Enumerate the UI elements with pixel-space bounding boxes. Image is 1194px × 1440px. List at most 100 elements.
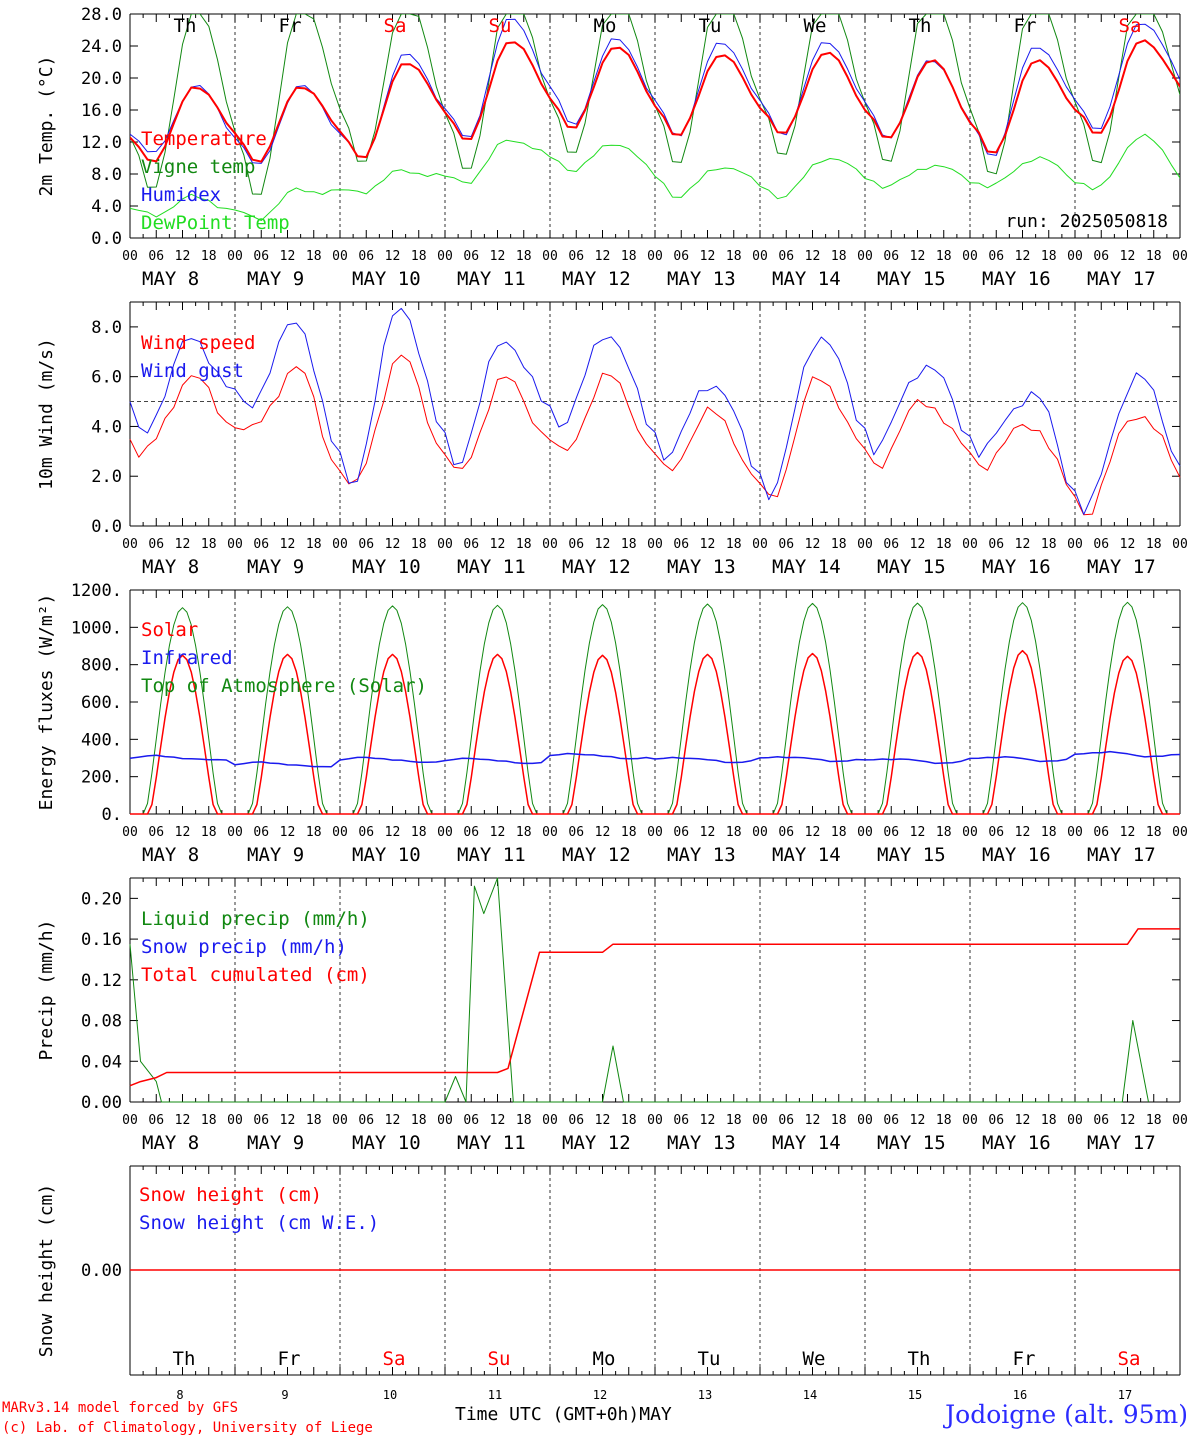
date-label: MAY 8 <box>142 1132 199 1154</box>
y-tick-label: 400. <box>81 730 122 750</box>
legend-liquid-precip-mm-h-: Liquid precip (mm/h) <box>141 908 370 930</box>
legend-dewpoint-temp: DewPoint Temp <box>141 212 290 234</box>
hour-tick-label: 12 <box>1120 537 1136 552</box>
date-label: MAY 13 <box>667 268 736 290</box>
hour-tick-label: 06 <box>358 825 374 840</box>
y-tick-label: 20.0 <box>81 69 122 89</box>
hour-tick-label: 00 <box>1172 537 1188 552</box>
weekday-label: We <box>804 15 827 37</box>
hour-tick-label: 18 <box>306 249 322 264</box>
hour-tick-label: 18 <box>831 537 847 552</box>
hour-tick-label: 12 <box>1120 249 1136 264</box>
hour-tick-label: 18 <box>621 825 637 840</box>
hour-tick-label: 06 <box>673 825 689 840</box>
date-label: MAY 10 <box>352 1132 421 1154</box>
date-label: MAY 11 <box>457 844 526 866</box>
hour-tick-label: 12 <box>490 825 506 840</box>
hour-tick-label: 12 <box>910 825 926 840</box>
hour-tick-label: 06 <box>148 249 164 264</box>
weekday-label: Fr <box>279 15 302 37</box>
hour-tick-label: 18 <box>936 249 952 264</box>
legend-top-of-atmosphere-solar-: Top of Atmosphere (Solar) <box>141 675 427 697</box>
hour-tick-label: 18 <box>1146 249 1162 264</box>
hour-tick-label: 00 <box>332 1113 348 1128</box>
hour-tick-label: 18 <box>411 249 427 264</box>
legend-snow-height-cm-: Snow height (cm) <box>139 1184 322 1206</box>
hour-tick-label: 00 <box>332 537 348 552</box>
hour-tick-label: 18 <box>936 537 952 552</box>
hour-tick-label: 00 <box>1172 825 1188 840</box>
hour-tick-label: 12 <box>1120 825 1136 840</box>
hour-tick-label: 12 <box>910 249 926 264</box>
weekday-label: Fr <box>1013 1348 1036 1370</box>
hour-tick-label: 06 <box>778 537 794 552</box>
hour-tick-label: 06 <box>988 1113 1004 1128</box>
date-label: MAY 13 <box>667 556 736 578</box>
date-label: MAY 14 <box>772 1132 841 1154</box>
series-infrared <box>129 750 1181 768</box>
series-solar <box>130 649 1180 815</box>
day-number-label: 8 <box>176 1388 183 1400</box>
day-number-label: 17 <box>1118 1388 1132 1400</box>
hour-tick-label: 12 <box>280 1113 296 1128</box>
date-label: MAY 16 <box>982 268 1051 290</box>
hour-tick-label: 12 <box>280 825 296 840</box>
hour-tick-label: 00 <box>857 825 873 840</box>
date-label: MAY 14 <box>772 844 841 866</box>
hour-tick-label: 12 <box>1015 1113 1031 1128</box>
hour-tick-label: 18 <box>1041 537 1057 552</box>
hour-tick-label: 06 <box>253 1113 269 1128</box>
y-axis-label: Energy fluxes (W/m²) <box>36 594 57 811</box>
weekday-label: Th <box>173 1348 196 1370</box>
day-number-label: 15 <box>908 1388 922 1400</box>
hour-tick-label: 18 <box>411 1113 427 1128</box>
hour-tick-label: 18 <box>621 249 637 264</box>
date-label: MAY 10 <box>352 268 421 290</box>
series-liquid-precip <box>129 877 1149 1103</box>
y-tick-label: 4.0 <box>91 417 122 437</box>
weekday-label: Sa <box>384 15 407 37</box>
hour-tick-label: 00 <box>542 825 558 840</box>
y-tick-label: 1000. <box>71 618 122 638</box>
date-label: MAY 10 <box>352 556 421 578</box>
date-label: MAY 11 <box>457 268 526 290</box>
hour-tick-label: 00 <box>1067 825 1083 840</box>
date-label: MAY 17 <box>1087 268 1156 290</box>
hour-tick-label: 00 <box>962 1113 978 1128</box>
date-label: MAY 15 <box>877 268 946 290</box>
day-number-label: 13 <box>698 1388 712 1400</box>
legend-wind-speed: Wind speed <box>141 332 255 354</box>
hour-tick-label: 18 <box>831 1113 847 1128</box>
hour-tick-label: 18 <box>201 825 217 840</box>
weekday-label: Mo <box>594 15 617 37</box>
hour-tick-label: 12 <box>595 537 611 552</box>
hour-tick-label: 06 <box>883 825 899 840</box>
hour-tick-label: 00 <box>122 825 138 840</box>
hour-tick-label: 00 <box>437 537 453 552</box>
y-tick-label: 24.0 <box>81 37 122 57</box>
legend-infrared: Infrared <box>141 647 233 669</box>
weekday-label: We <box>803 1348 826 1370</box>
weekday-label: Tu <box>698 1348 721 1370</box>
weekday-label: Sa <box>383 1348 406 1370</box>
date-label: MAY 15 <box>877 556 946 578</box>
hour-tick-label: 18 <box>1146 825 1162 840</box>
hour-tick-label: 00 <box>1172 249 1188 264</box>
hour-tick-label: 06 <box>463 825 479 840</box>
hour-tick-label: 06 <box>463 1113 479 1128</box>
hour-tick-label: 06 <box>568 1113 584 1128</box>
hour-tick-label: 00 <box>1067 1113 1083 1128</box>
hour-tick-label: 18 <box>306 825 322 840</box>
date-label: MAY 12 <box>562 844 631 866</box>
hour-tick-label: 12 <box>385 825 401 840</box>
hour-tick-label: 18 <box>1146 537 1162 552</box>
hour-tick-label: 18 <box>516 1113 532 1128</box>
hour-tick-label: 00 <box>122 537 138 552</box>
hour-tick-label: 12 <box>805 1113 821 1128</box>
hour-tick-label: 12 <box>1015 249 1031 264</box>
hour-tick-label: 12 <box>700 537 716 552</box>
hour-tick-label: 12 <box>700 1113 716 1128</box>
hour-tick-label: 06 <box>568 825 584 840</box>
